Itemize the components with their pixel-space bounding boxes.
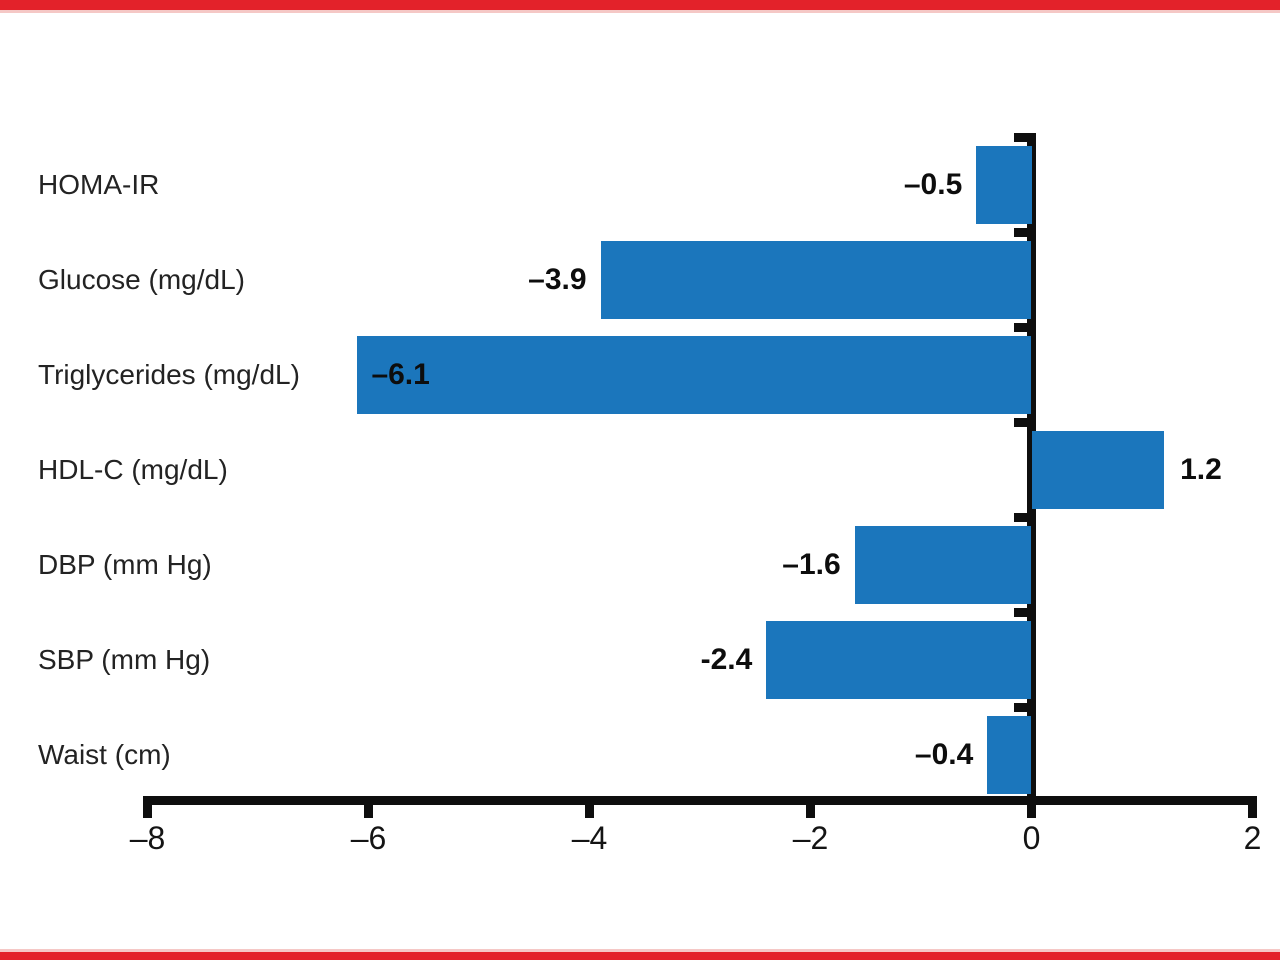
bar [357,335,1032,414]
value-label: –3.9 [528,262,587,296]
category-label: Glucose (mg/dL) [38,263,245,295]
category-label: Triglycerides (mg/dL) [38,358,300,390]
x-tick [143,805,152,818]
value-label: -2.4 [700,642,753,676]
y-spine-tick [1014,607,1027,617]
x-axis-line [143,796,1257,805]
x-tick-label: 0 [1022,820,1041,856]
x-tick-label: –6 [350,820,387,856]
x-tick [585,805,594,818]
x-tick [1248,805,1257,818]
value-label: –1.6 [782,547,841,581]
x-tick-label: –8 [129,820,166,856]
x-tick-label: –4 [571,820,608,856]
category-label: DBP (mm Hg) [38,548,212,580]
x-tick [364,805,373,818]
category-label: SBP (mm Hg) [38,643,211,675]
bar [766,620,1032,699]
x-tick [806,805,815,818]
category-label: HOMA-IR [38,168,160,200]
y-spine-tick [1014,417,1027,427]
bottom-accent-bar [0,952,1280,960]
bar [854,525,1032,604]
top-accent-bar [0,0,1280,10]
bar [600,240,1032,319]
category-label: HDL-C (mg/dL) [38,453,228,485]
bar [987,715,1032,794]
y-spine-tick [1014,227,1027,237]
x-tick [1027,805,1036,818]
bar [1031,430,1165,509]
category-label: Waist (cm) [38,738,171,770]
value-label: –6.1 [371,357,430,391]
value-label: –0.4 [914,737,974,771]
value-label: 1.2 [1180,452,1222,486]
y-spine-tick [1014,132,1027,142]
x-tick-label: 2 [1243,820,1262,856]
x-tick-label: –2 [792,820,829,856]
bar [976,145,1032,224]
y-spine-tick [1014,512,1027,522]
y-spine-tick [1014,702,1027,712]
top-accent-fade [0,10,1280,13]
bottom-accent-fade [0,949,1280,952]
y-spine-tick [1014,322,1027,332]
value-label: –0.5 [903,167,963,201]
